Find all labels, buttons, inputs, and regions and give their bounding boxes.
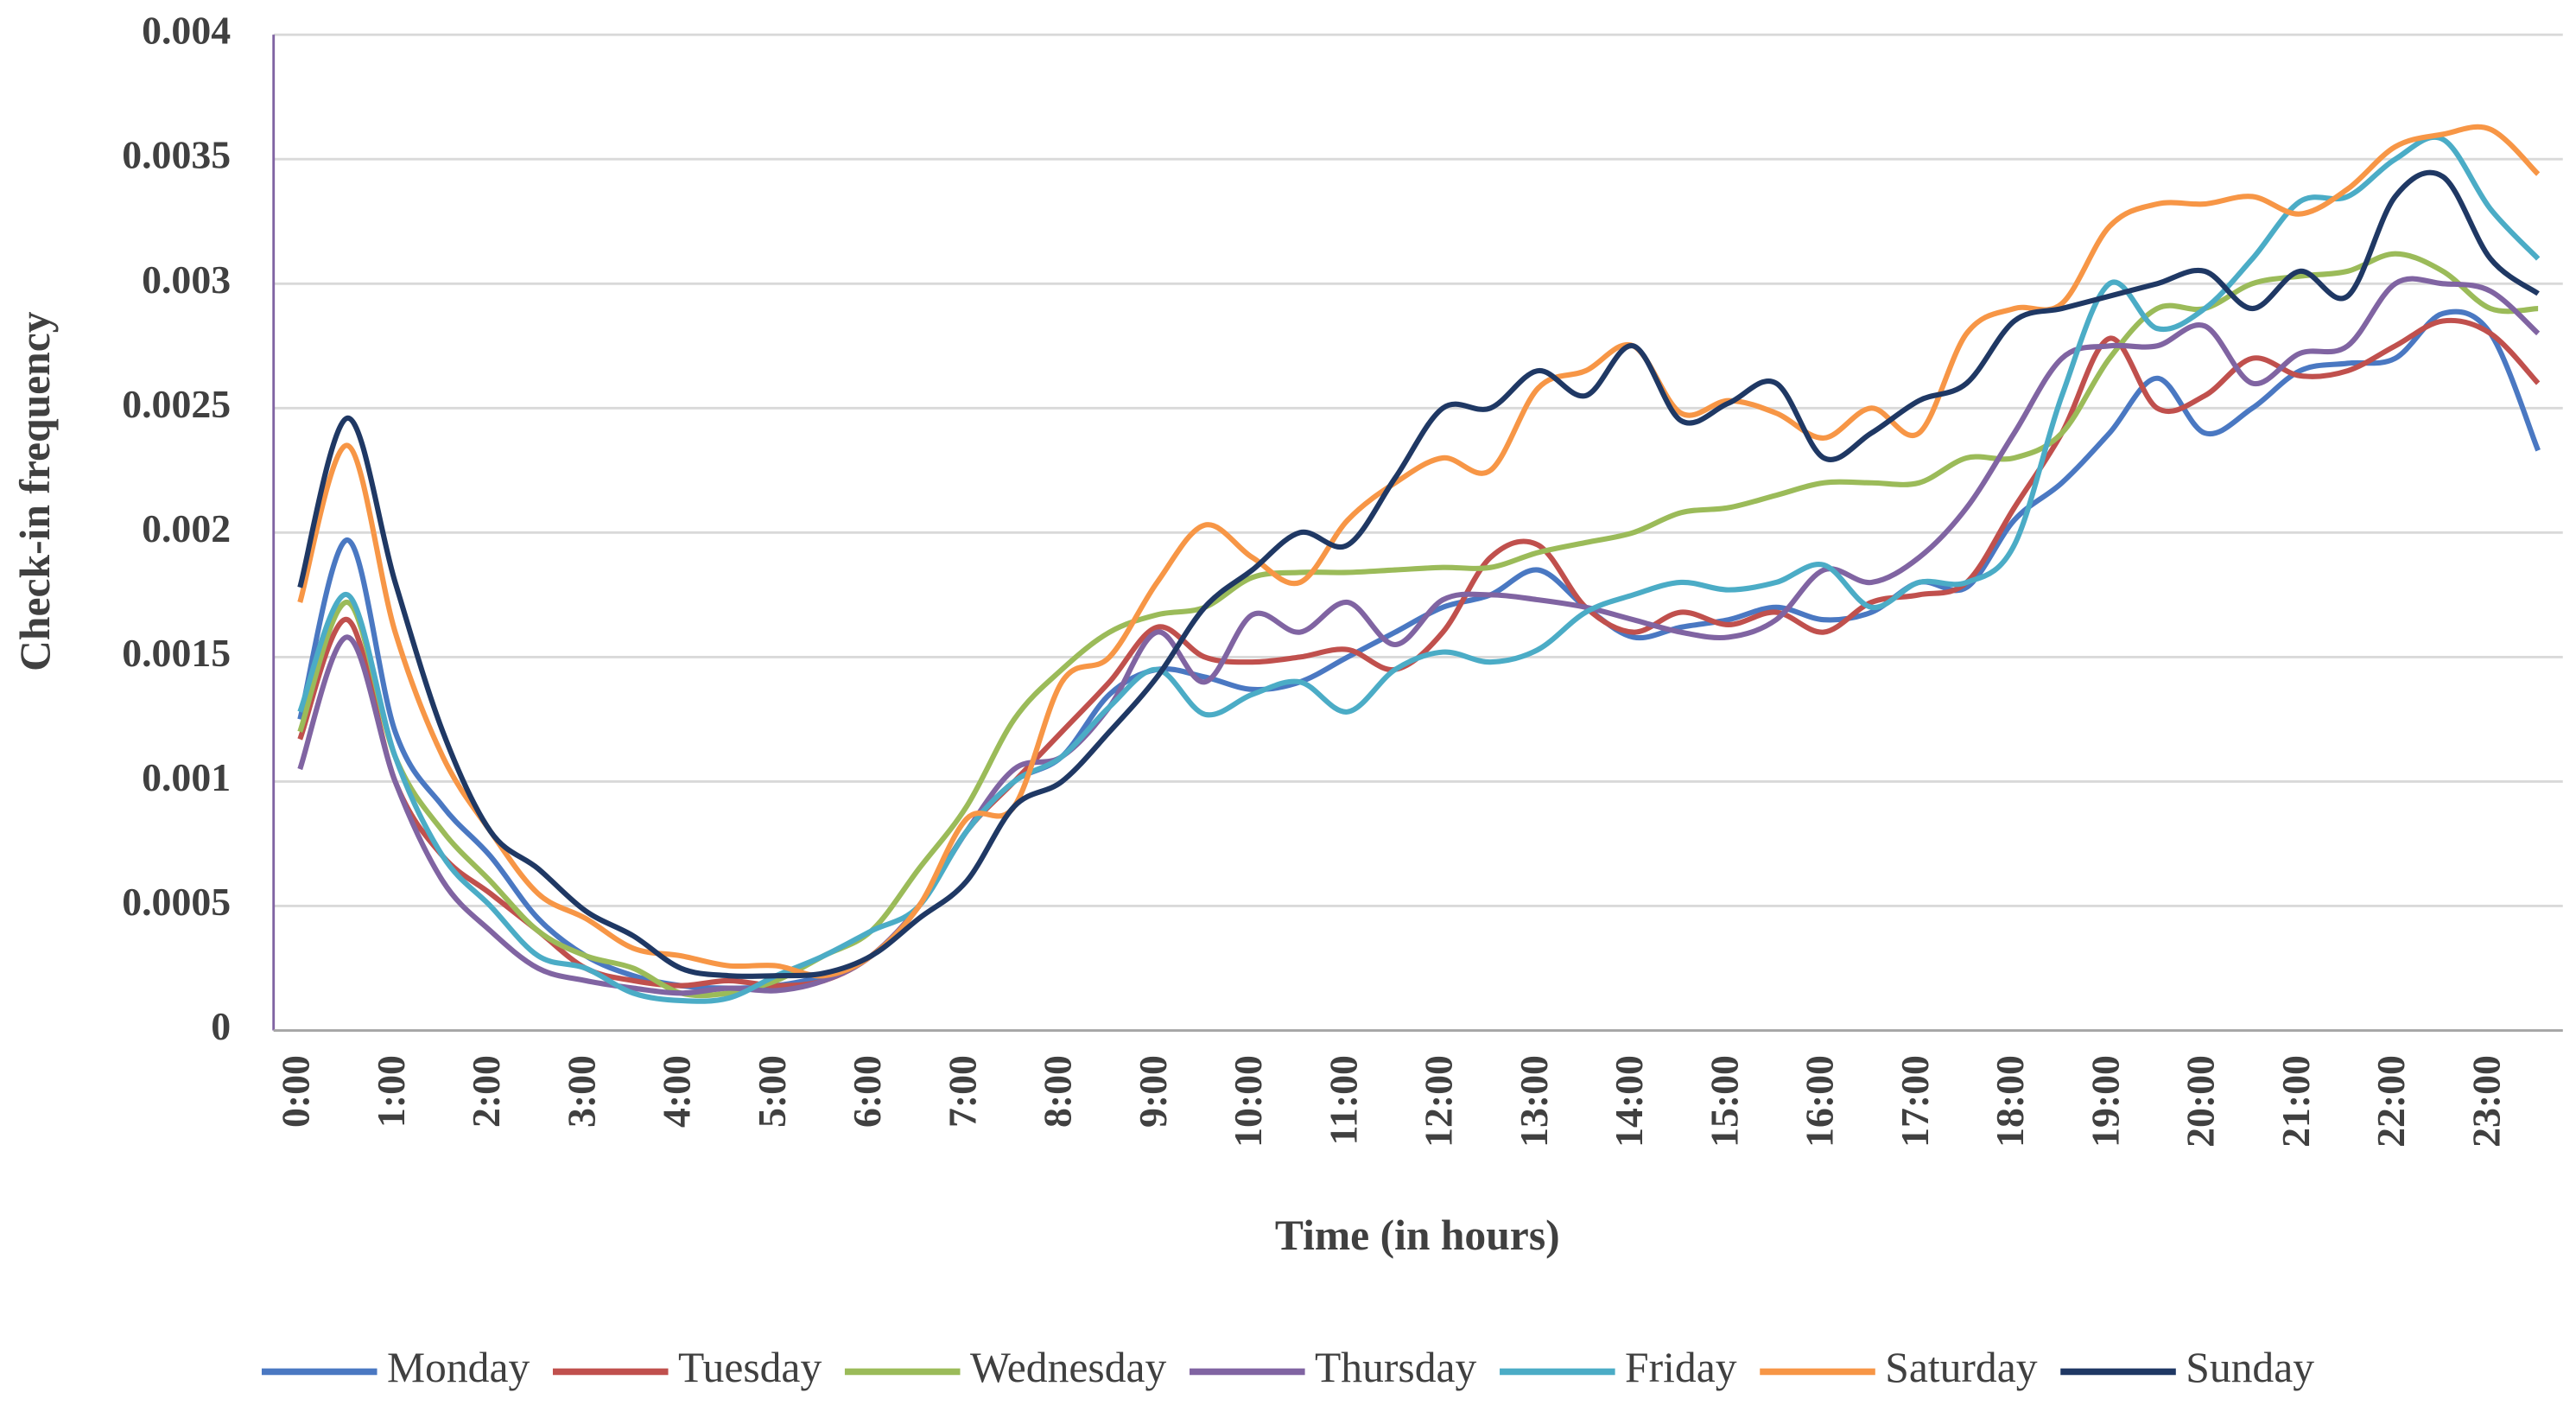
y-tick-label: 0.003 bbox=[142, 258, 231, 302]
series-line bbox=[297, 317, 2541, 989]
x-tick-label: 8:00 bbox=[1036, 1055, 1080, 1128]
x-tick-label: 7:00 bbox=[940, 1055, 984, 1128]
x-tick-label: 15:00 bbox=[1702, 1055, 1746, 1148]
y-tick-label: 0.0015 bbox=[122, 631, 231, 675]
x-tick-label: 5:00 bbox=[750, 1055, 794, 1128]
y-tick-label: 0.0025 bbox=[122, 382, 231, 426]
x-tick-label: 18:00 bbox=[1988, 1055, 2032, 1148]
legend-label: Monday bbox=[387, 1344, 530, 1391]
x-tick-label: 22:00 bbox=[2369, 1055, 2413, 1148]
y-tick-label: 0.001 bbox=[142, 755, 231, 799]
x-tick-label: 0:00 bbox=[274, 1055, 318, 1128]
series-line bbox=[297, 124, 2541, 979]
series-line bbox=[297, 308, 2541, 991]
series-line bbox=[297, 134, 2541, 1004]
legend-label: Tuesday bbox=[678, 1344, 822, 1391]
y-tick-label: 0.0005 bbox=[122, 880, 231, 924]
x-tick-label: 13:00 bbox=[1512, 1055, 1556, 1148]
y-tick-label: 0.0035 bbox=[122, 133, 231, 177]
series-line bbox=[297, 169, 2540, 979]
x-tick-label: 21:00 bbox=[2274, 1055, 2318, 1148]
legend: Monday Tuesday Wednesday Thursday Friday Satu… bbox=[261, 1344, 2314, 1391]
x-axis-title: Time (in hours) bbox=[1275, 1211, 1560, 1259]
legend-label: Sunday bbox=[2186, 1344, 2314, 1391]
x-tick-label: 20:00 bbox=[2179, 1055, 2223, 1148]
x-tick-label: 3:00 bbox=[559, 1055, 603, 1128]
legend-label: Wednesday bbox=[970, 1344, 1167, 1391]
x-tick-label: 16:00 bbox=[1798, 1055, 1842, 1148]
x-tick-label: 14:00 bbox=[1607, 1055, 1651, 1148]
x-tick-label: 6:00 bbox=[845, 1055, 889, 1128]
y-tick-label: 0.002 bbox=[142, 506, 231, 550]
y-tick-label: 0 bbox=[211, 1004, 231, 1048]
x-tick-label: 1:00 bbox=[369, 1055, 413, 1128]
legend-label: Thursday bbox=[1315, 1344, 1477, 1391]
x-tick-label: 11:00 bbox=[1321, 1055, 1365, 1145]
x-tick-label: 19:00 bbox=[2083, 1055, 2127, 1148]
x-tick-label: 10:00 bbox=[1226, 1055, 1270, 1148]
x-tick-label: 17:00 bbox=[1893, 1055, 1937, 1148]
x-tick-label: 4:00 bbox=[655, 1055, 699, 1128]
x-tick-label: 9:00 bbox=[1131, 1055, 1175, 1128]
legend-label: Saturday bbox=[1885, 1344, 2037, 1391]
y-tick-label: 0.004 bbox=[142, 9, 231, 53]
legend-label: Friday bbox=[1625, 1344, 1737, 1391]
x-tick-label: 23:00 bbox=[2464, 1055, 2508, 1148]
series-line bbox=[297, 276, 2541, 996]
y-axis-title: Check-in frequency bbox=[11, 311, 59, 671]
x-tick-label: 12:00 bbox=[1417, 1055, 1461, 1148]
x-tick-label: 2:00 bbox=[464, 1055, 508, 1128]
